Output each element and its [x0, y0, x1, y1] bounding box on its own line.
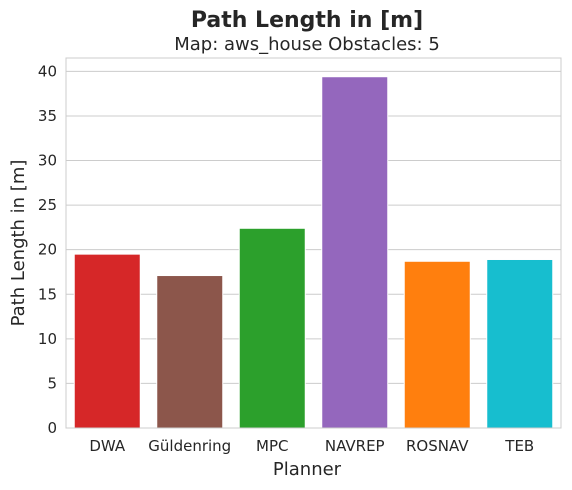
x-tick-label: ROSNAV	[406, 437, 469, 455]
plot-frame	[65, 57, 562, 429]
bar-teb	[486, 258, 554, 429]
x-tick-label: TEB	[504, 437, 534, 455]
x-tick-label: NAVREP	[325, 437, 385, 455]
y-tick-label: 20	[38, 241, 57, 259]
y-axis-ticks: 0 5 10 15 20 25 30 35 40	[38, 62, 57, 437]
y-tick-label: 15	[38, 285, 57, 303]
grid-lines	[66, 70, 561, 429]
chart-title: Path Length in [m]	[191, 8, 423, 33]
y-tick-label: 10	[38, 330, 57, 348]
chart-subtitle: Map: aws_house Obstacles: 5	[174, 34, 440, 55]
y-tick-label: 0	[47, 419, 57, 437]
bar-dwa	[73, 253, 141, 429]
x-axis-label: Planner	[273, 459, 342, 480]
bar-güldenring	[156, 275, 224, 429]
bar-navrep	[321, 76, 389, 429]
x-tick-label: DWA	[89, 437, 126, 455]
x-tick-label: Güldenring	[148, 437, 231, 455]
y-tick-label: 5	[47, 374, 57, 392]
y-tick-label: 25	[38, 196, 57, 214]
x-axis-ticks: DWA Güldenring MPC NAVREP ROSNAV TEB	[89, 437, 534, 455]
y-tick-label: 30	[38, 152, 57, 170]
y-axis-label: Path Length in [m]	[8, 160, 29, 327]
y-tick-label: 40	[38, 62, 57, 80]
bar-rosnav	[403, 260, 471, 429]
x-tick-label: MPC	[256, 437, 288, 455]
y-tick-label: 35	[38, 107, 57, 125]
bars	[73, 76, 554, 429]
bar-mpc	[238, 227, 306, 429]
